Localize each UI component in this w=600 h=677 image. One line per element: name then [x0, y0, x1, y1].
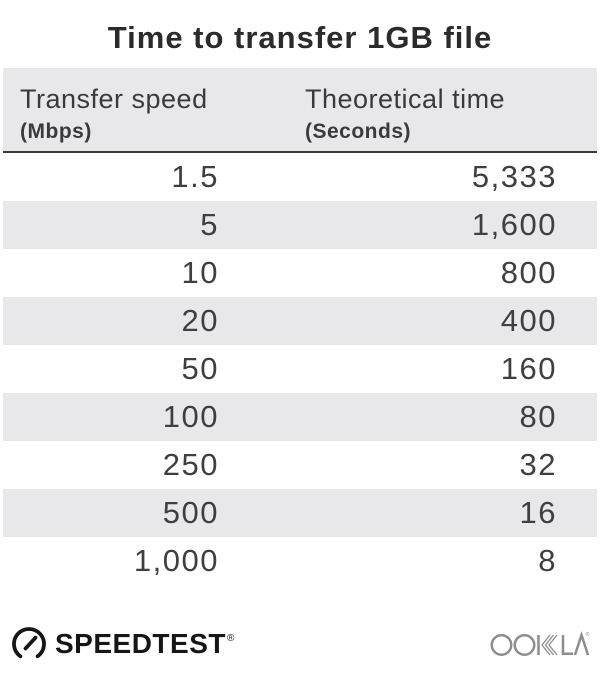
page-title: Time to transfer 1GB file [107, 20, 493, 55]
ookla-logo: ® [490, 630, 590, 658]
speedtest-wordmark: SPEEDTEST® [55, 628, 234, 660]
table-row: 50 160 [3, 345, 597, 393]
table-row: 20 400 [3, 297, 597, 345]
table-row: 1,000 8 [3, 537, 597, 585]
column-label: Theoretical time [305, 84, 506, 114]
gauge-icon [12, 627, 46, 659]
speed-cell: 500 [3, 489, 288, 537]
time-cell: 80 [288, 393, 597, 441]
speedtest-label: SPEEDTEST [55, 628, 226, 659]
time-cell: 400 [288, 297, 597, 345]
time-cell: 160 [288, 345, 597, 393]
table-row: 500 16 [3, 489, 597, 537]
speedtest-logo: SPEEDTEST® [10, 625, 234, 663]
speed-cell: 50 [3, 345, 288, 393]
time-cell: 32 [288, 441, 597, 489]
column-label: Transfer speed [20, 84, 208, 114]
speed-cell: 100 [3, 393, 288, 441]
table-body: 1.5 5,333 5 1,600 10 800 20 400 50 160 100 80 250 32 5… [3, 153, 597, 585]
time-cell: 16 [288, 489, 597, 537]
speed-cell: 1,000 [3, 537, 288, 585]
table-row: 100 80 [3, 393, 597, 441]
column-unit: (Seconds) [305, 120, 412, 143]
column-unit: (Mbps) [20, 120, 92, 143]
table-row: 5 1,600 [3, 201, 597, 249]
time-cell: 1,600 [288, 201, 597, 249]
time-cell: 8 [288, 537, 597, 585]
column-header-transfer-speed: Transfer speed (Mbps) [3, 68, 288, 153]
table-row: 10 800 [3, 249, 597, 297]
registered-mark: ® [226, 632, 235, 644]
ookla-wordmark: ® [490, 630, 590, 656]
table-row: 250 32 [3, 441, 597, 489]
transfer-time-table: Transfer speed (Mbps) Theoretical time (… [3, 68, 597, 585]
time-cell: 5,333 [288, 153, 597, 201]
column-header-theoretical-time: Theoretical time (Seconds) [288, 68, 597, 153]
speed-cell: 5 [3, 201, 288, 249]
speed-cell: 20 [3, 297, 288, 345]
table-row: 1.5 5,333 [3, 153, 597, 201]
registered-mark: ® [586, 631, 590, 638]
table-header: Transfer speed (Mbps) Theoretical time (… [3, 68, 597, 153]
header-row: Transfer speed (Mbps) Theoretical time (… [3, 68, 597, 153]
speed-cell: 1.5 [3, 153, 288, 201]
speed-cell: 10 [3, 249, 288, 297]
speed-cell: 250 [3, 441, 288, 489]
time-cell: 800 [288, 249, 597, 297]
footer: SPEEDTEST® ® [10, 623, 590, 665]
